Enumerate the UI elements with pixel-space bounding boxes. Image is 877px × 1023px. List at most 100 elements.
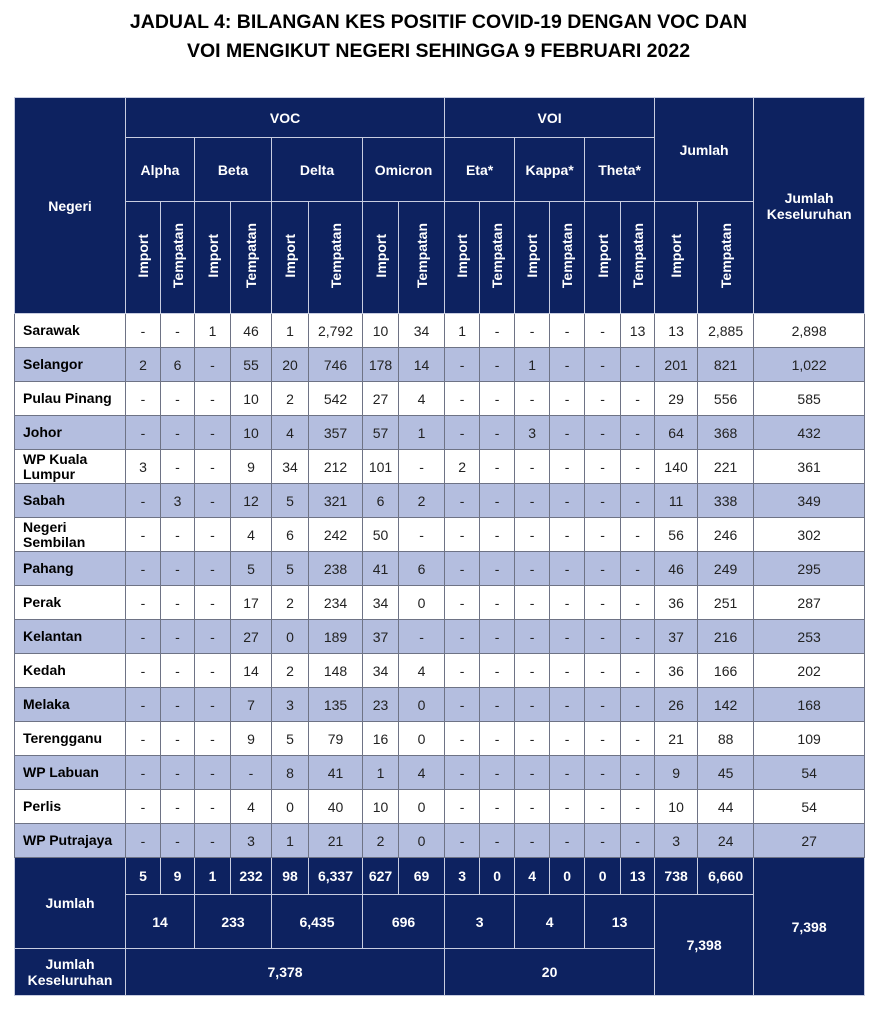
footer-jumlah-cell: 13 (620, 857, 656, 895)
table-cell: - (397, 619, 446, 654)
header-tempatan-label: Tempatan (413, 223, 430, 289)
table-cell: 34 (362, 585, 399, 620)
table-cell: - (479, 381, 516, 416)
table-cell: 2,885 (697, 313, 755, 348)
table-cell: - (514, 517, 551, 552)
table-cell: - (549, 415, 586, 450)
table-cell: 166 (697, 653, 755, 688)
table-cell: 21 (654, 721, 699, 756)
table-cell: 140 (654, 449, 699, 484)
table-cell: 0 (397, 687, 446, 722)
table-cell: 37 (654, 619, 699, 654)
table-cell: 44 (697, 789, 755, 824)
table-cell: 5 (271, 551, 309, 586)
header-import: Import (444, 201, 481, 314)
table-cell: - (584, 721, 622, 756)
table-cell: - (160, 551, 195, 586)
state-name: Perlis (14, 789, 126, 824)
header-import: Import (194, 201, 231, 314)
table-cell: - (194, 449, 231, 484)
table-cell: 0 (397, 721, 446, 756)
header-import-label: Import (668, 234, 685, 278)
table-cell: 10 (362, 313, 399, 348)
table-row: Johor - - -10 4 357 57 1- -3- - -64 368 432 (14, 415, 866, 450)
footer-jumlah-cell: 6,660 (697, 857, 755, 895)
table-cell: - (620, 449, 656, 484)
table-cell: - (160, 653, 195, 688)
table-cell: 1 (271, 313, 309, 348)
table-cell: 3 (160, 483, 195, 518)
header-tempatan-label: Tempatan (327, 223, 344, 289)
footer-jumlah-cell: 3 (444, 857, 481, 895)
state-name: Perak (14, 585, 126, 620)
table-cell: 1,022 (753, 347, 866, 382)
table-cell: 27 (362, 381, 399, 416)
table-cell: - (549, 619, 586, 654)
footer-jumlah-cell: 98 (271, 857, 309, 895)
table-cell: - (194, 721, 231, 756)
table-cell: 2,792 (308, 313, 363, 348)
header-variant: Kappa* (514, 137, 586, 202)
table-cell: - (514, 789, 551, 824)
table-cell: 2 (397, 483, 446, 518)
table-cell: - (514, 823, 551, 858)
table-cell: - (479, 415, 516, 450)
table-cell: - (444, 755, 481, 790)
header-import-label: Import (204, 234, 221, 278)
header-tempatan-label: Tempatan (717, 223, 734, 289)
header-tempatan: Tempatan (230, 201, 272, 314)
table-cell: - (584, 483, 622, 518)
table-cell: - (125, 619, 161, 654)
table-cell: 221 (697, 449, 755, 484)
table-cell: - (514, 619, 551, 654)
table-cell: - (479, 619, 516, 654)
table-row: Sarawak - -1 46 1 2,792 10 34 1- - - -13 13 2,885 2,89… (14, 313, 866, 348)
table-cell: - (194, 551, 231, 586)
table-cell: - (549, 585, 586, 620)
table-cell: - (160, 687, 195, 722)
table-cell: - (125, 721, 161, 756)
state-name: Sabah (14, 483, 126, 518)
table-cell: 2 (444, 449, 481, 484)
table-cell: - (194, 687, 231, 722)
table-cell: - (160, 313, 195, 348)
table-cell: - (549, 551, 586, 586)
table-cell: - (549, 721, 586, 756)
table-row: Terengganu - - -9 5 79 16 0- - - - - -21 88 109 (14, 721, 866, 756)
table-cell: 12 (230, 483, 272, 518)
state-name: Pulau Pinang (14, 381, 126, 416)
footer-variant-total: 13 (584, 894, 656, 949)
title-line-1: JADUAL 4: BILANGAN KES POSITIF COVID-19 … (129, 11, 748, 33)
table-cell: 148 (308, 653, 363, 688)
header-tempatan-label: Tempatan (559, 223, 576, 289)
table-cell: 4 (397, 755, 446, 790)
footer-jumlah-cell: 69 (397, 857, 446, 895)
table-cell: 585 (753, 381, 866, 416)
table-cell: - (479, 347, 516, 382)
table-cell: 3 (654, 823, 699, 858)
table-row: Pulau Pinang - - -10 2 542 27 4- - - - - -29 556 585 (14, 381, 866, 416)
table-cell: - (444, 721, 481, 756)
table-cell: 88 (697, 721, 755, 756)
table-cell: 8 (271, 755, 309, 790)
table-cell: 13 (620, 313, 656, 348)
table-cell: - (549, 483, 586, 518)
table-cell: 34 (271, 449, 309, 484)
table-cell: 5 (271, 483, 309, 518)
table-cell: - (620, 551, 656, 586)
table-cell: - (444, 619, 481, 654)
table-cell: - (125, 551, 161, 586)
table-cell: 2 (125, 347, 161, 382)
footer-variant-total: 233 (194, 894, 272, 949)
state-name: Melaka (14, 687, 126, 722)
table-cell: - (125, 823, 161, 858)
header-negeri: Negeri (14, 97, 126, 314)
page-title: JADUAL 4: BILANGAN KES POSITIF COVID-19 … (0, 8, 877, 66)
state-name: Pahang (14, 551, 126, 586)
table-cell: - (620, 755, 656, 790)
header-import: Import (125, 201, 161, 314)
table-cell: - (479, 517, 516, 552)
footer-jumlah-cell: 627 (362, 857, 399, 895)
table-cell: - (160, 755, 195, 790)
table-cell: - (479, 585, 516, 620)
